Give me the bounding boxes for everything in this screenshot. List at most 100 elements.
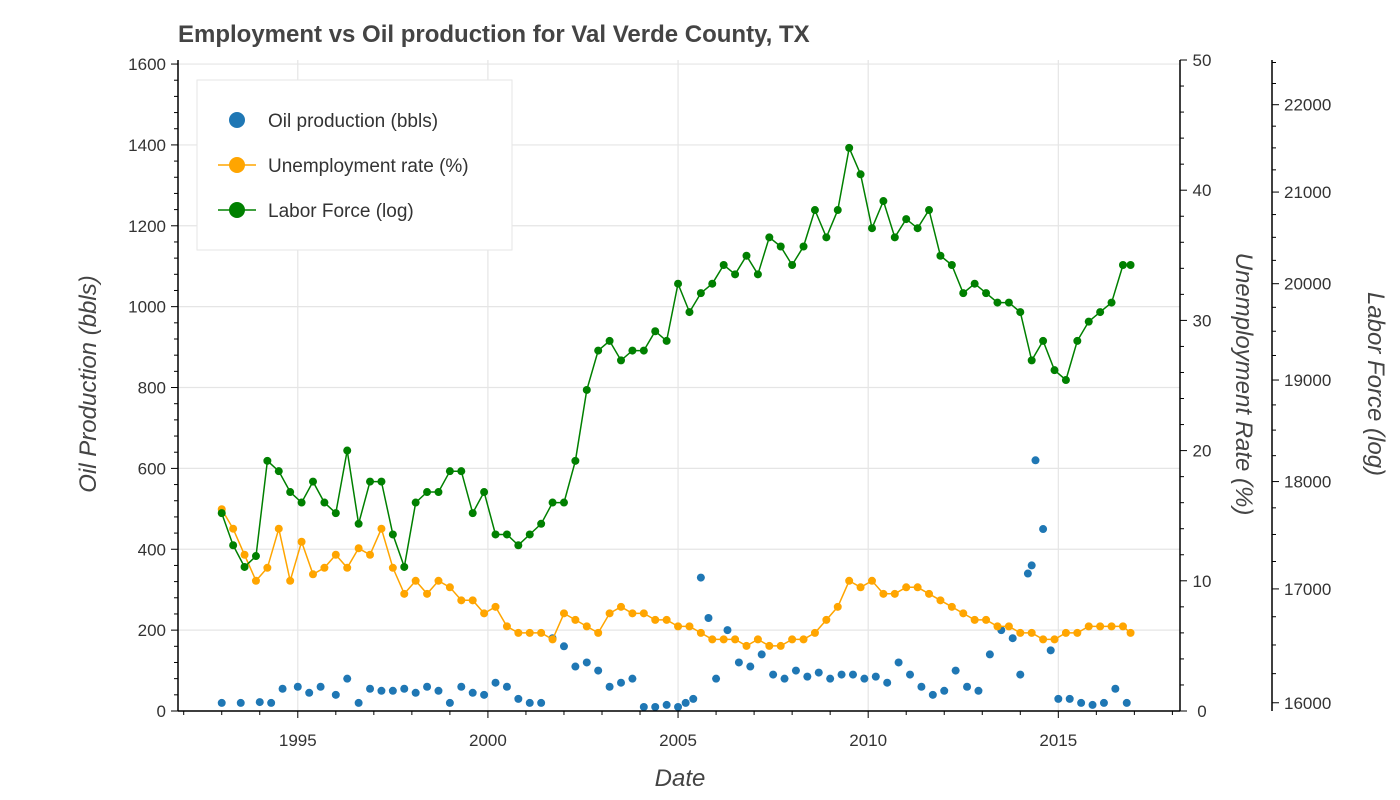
data-point [753, 635, 762, 644]
data-point [343, 446, 352, 455]
data-point [255, 698, 264, 707]
data-point [1084, 317, 1093, 326]
data-point [1004, 622, 1013, 631]
data-point [1122, 698, 1131, 707]
y-right-axis-label: Unemployment Rate (%) [1230, 253, 1257, 516]
x-tick-label: 2010 [849, 731, 887, 750]
data-point [757, 650, 766, 659]
data-point [594, 346, 603, 355]
y-tick-label: 1000 [128, 298, 166, 317]
data-point [571, 662, 580, 671]
data-point [400, 684, 409, 693]
data-point [559, 642, 568, 651]
data-point [240, 550, 249, 559]
y-right2-tick-label: 17000 [1284, 580, 1331, 599]
data-point [582, 385, 591, 394]
data-point [940, 686, 949, 695]
data-point [400, 589, 409, 598]
data-point [826, 674, 835, 683]
data-point [1061, 628, 1070, 637]
data-point [959, 289, 968, 298]
data-point [617, 356, 626, 365]
data-point [468, 688, 477, 697]
data-point [769, 670, 778, 679]
data-point [605, 609, 614, 618]
data-point [639, 346, 648, 355]
data-point [1096, 622, 1105, 631]
data-point [525, 628, 534, 637]
data-point [1065, 694, 1074, 703]
data-point [1039, 336, 1048, 345]
data-point [411, 688, 420, 697]
data-point [1077, 698, 1086, 707]
data-point [354, 698, 363, 707]
data-point [236, 698, 245, 707]
data-point [1004, 298, 1013, 307]
legend-marker [229, 202, 245, 218]
y-right-tick-label: 50 [1193, 51, 1212, 70]
data-point [1027, 561, 1036, 570]
data-point [628, 346, 637, 355]
data-point [799, 635, 808, 644]
data-point [639, 609, 648, 618]
data-point [1039, 635, 1048, 644]
data-point [559, 498, 568, 507]
series-0 [217, 456, 1131, 711]
series-layer [217, 143, 1135, 711]
data-point [537, 519, 546, 528]
data-point [548, 498, 557, 507]
data-point [1126, 628, 1135, 637]
data-point [605, 336, 614, 345]
data-point [856, 170, 865, 179]
data-point [297, 537, 306, 546]
data-point [571, 456, 580, 465]
data-point [457, 682, 466, 691]
data-point [286, 488, 295, 497]
legend-label: Unemployment rate (%) [268, 156, 469, 177]
data-point [480, 690, 489, 699]
y-right2-tick-label: 21000 [1284, 183, 1331, 202]
data-point [788, 635, 797, 644]
data-point [468, 596, 477, 605]
data-point [514, 694, 523, 703]
data-point [445, 467, 454, 476]
data-point [867, 576, 876, 585]
data-point [951, 666, 960, 675]
data-point [913, 583, 922, 592]
data-point [229, 541, 238, 550]
data-point [970, 279, 979, 288]
y-tick-label: 1200 [128, 217, 166, 236]
data-point [662, 336, 671, 345]
data-point [871, 672, 880, 681]
data-point [993, 298, 1002, 307]
x-tick-label: 2015 [1039, 731, 1077, 750]
data-point [423, 682, 432, 691]
y-tick-label: 600 [138, 459, 166, 478]
data-point [1016, 670, 1025, 679]
y-right-tick-label: 40 [1193, 181, 1212, 200]
y-right2-axis-label: Labor Force (log) [1362, 292, 1389, 476]
data-point [947, 261, 956, 270]
data-point [331, 509, 340, 518]
data-point [928, 690, 937, 699]
data-point [681, 698, 690, 707]
data-point [240, 562, 249, 571]
data-point [902, 583, 911, 592]
data-point [1126, 261, 1135, 270]
legend-label: Oil production (bbls) [268, 111, 438, 132]
data-point [776, 242, 785, 251]
y-right-tick-label: 20 [1193, 442, 1212, 461]
data-point [1061, 376, 1070, 385]
data-point [753, 270, 762, 279]
y-axis-label: Oil Production (bbls) [75, 275, 102, 492]
data-point [377, 686, 386, 695]
data-point [514, 628, 523, 637]
data-point [780, 674, 789, 683]
data-point [639, 702, 648, 711]
data-point [845, 576, 854, 585]
data-point [746, 662, 755, 671]
y-right2-tick-label: 19000 [1284, 371, 1331, 390]
data-point [925, 206, 934, 215]
data-point [1046, 646, 1055, 655]
data-point [1050, 366, 1059, 375]
